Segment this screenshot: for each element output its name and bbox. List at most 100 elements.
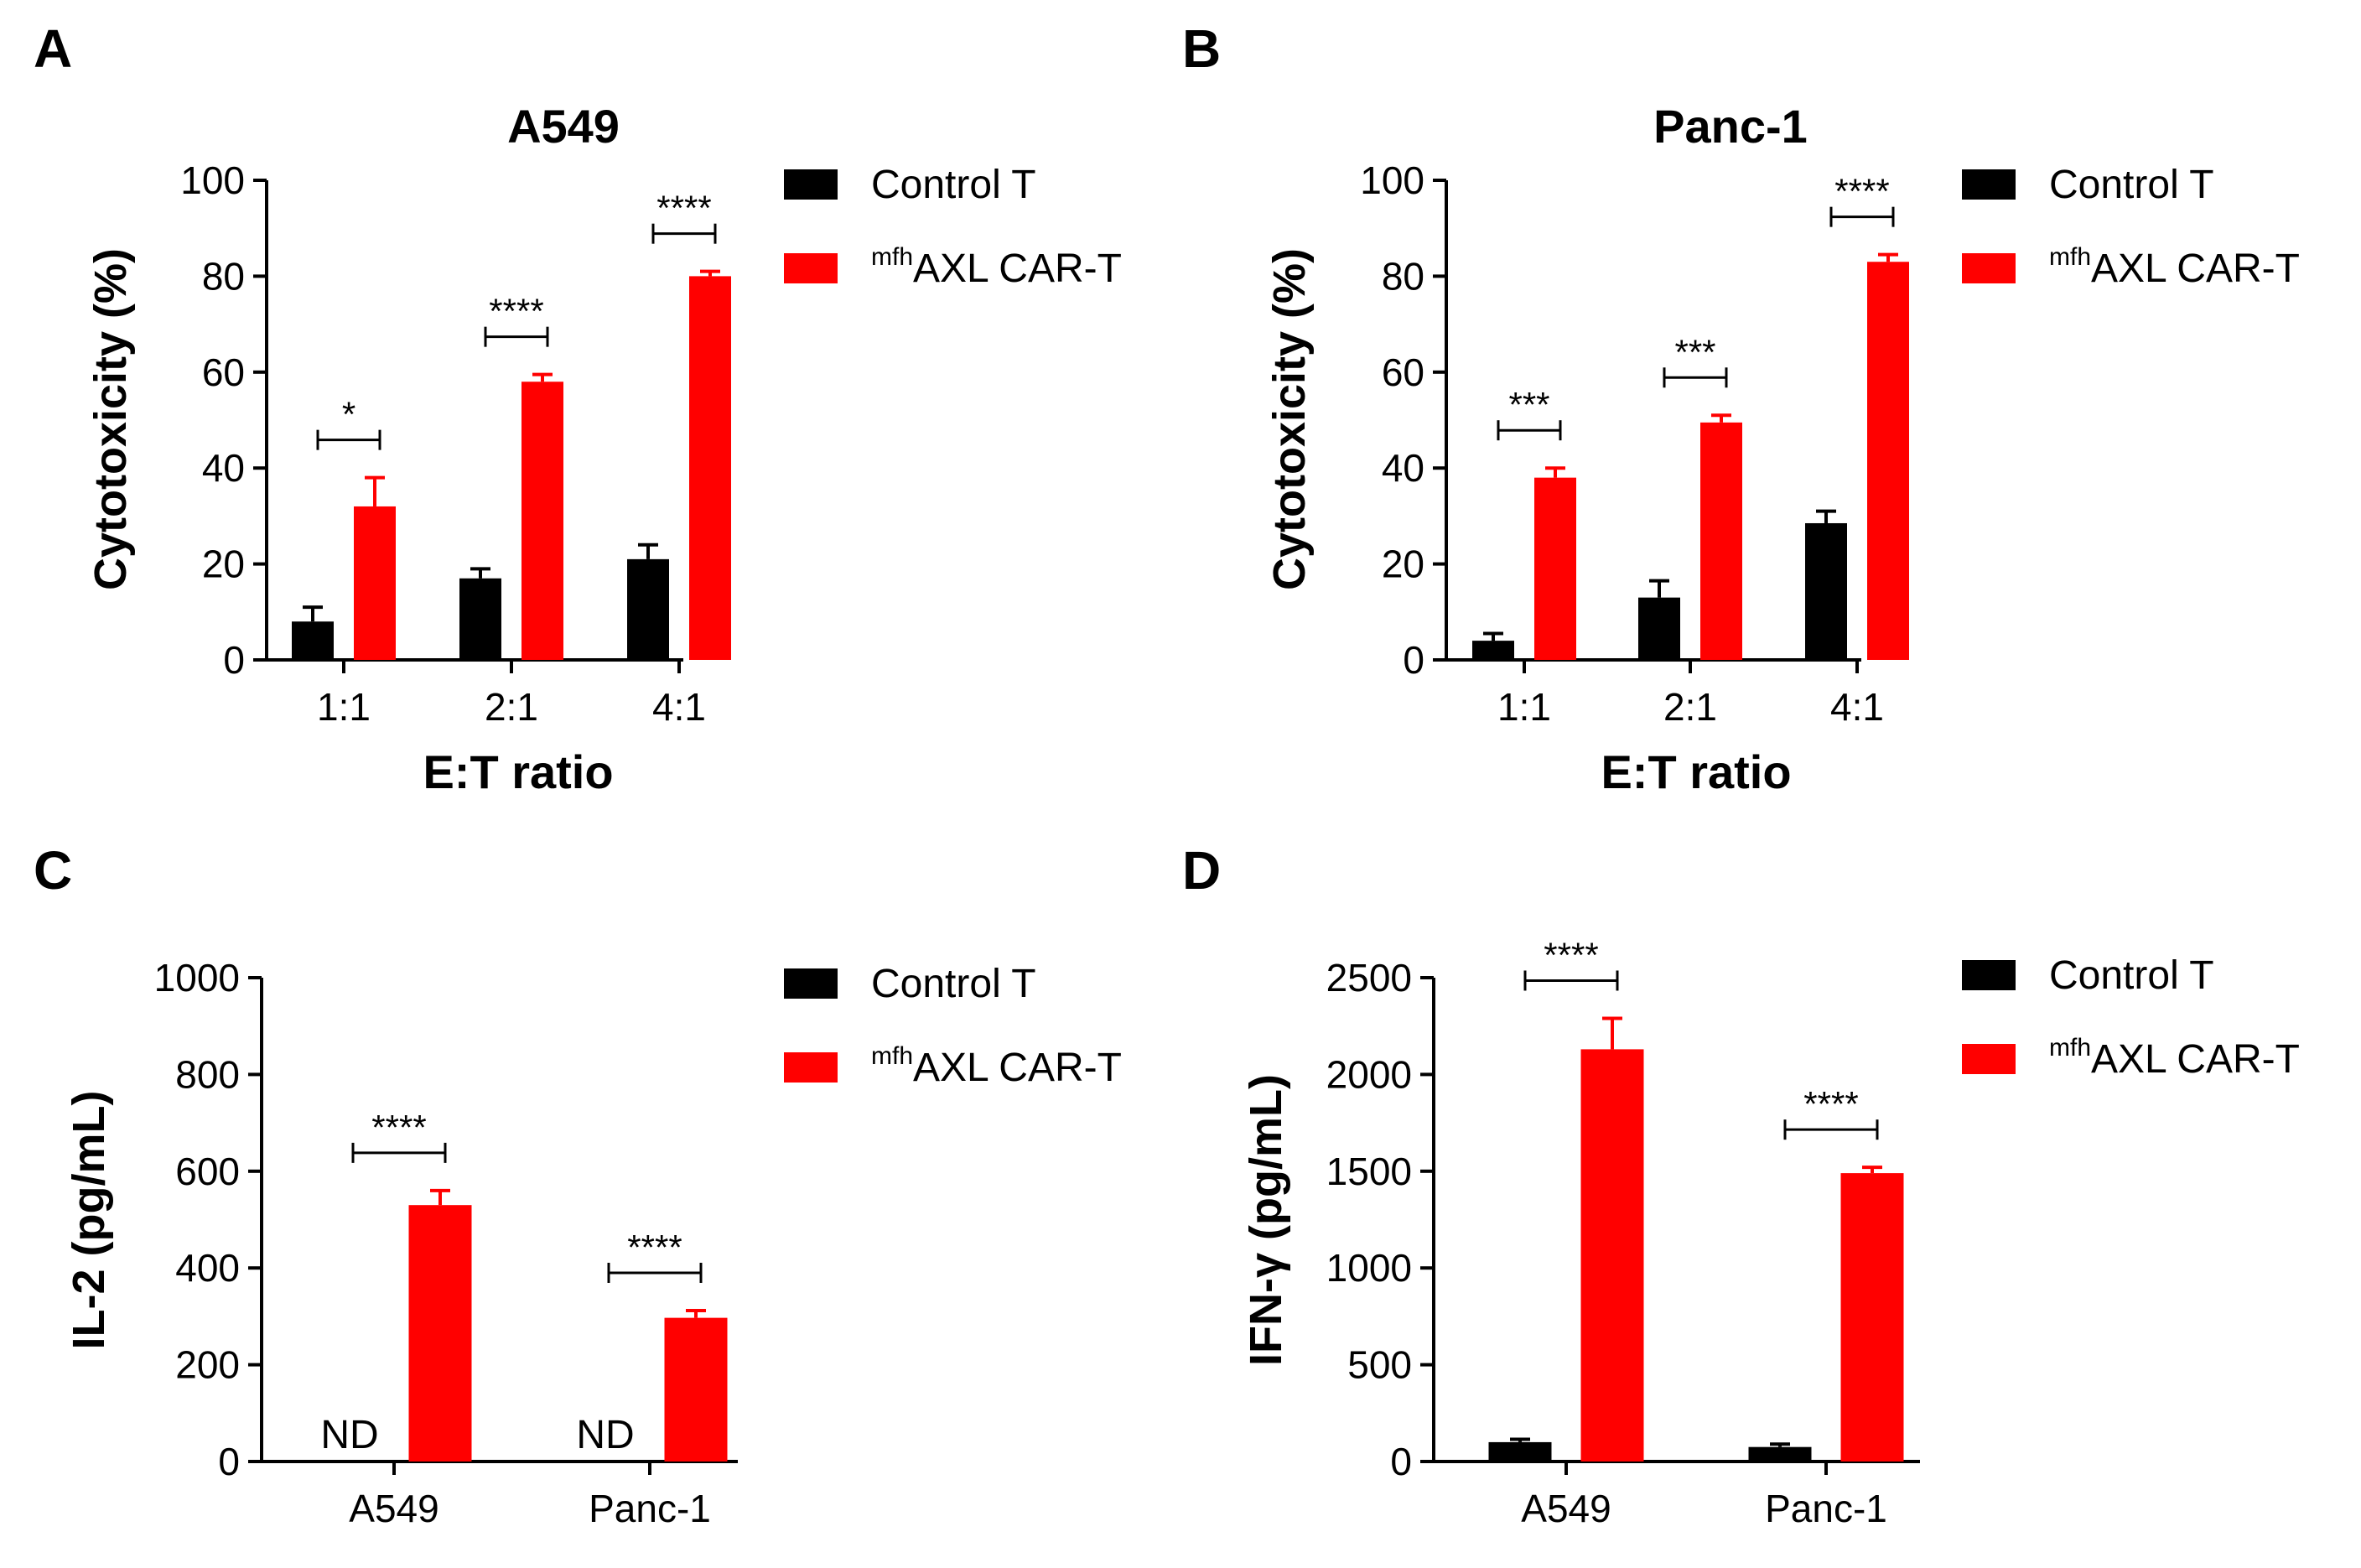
significance-stars: **** — [627, 1228, 682, 1267]
significance-stars: **** — [371, 1108, 426, 1147]
x-tick-label: Panc-1 — [1765, 1487, 1887, 1530]
bar-car-t — [689, 276, 731, 660]
y-tick-label: 0 — [1403, 638, 1424, 682]
x-tick-label: 1:1 — [1497, 685, 1551, 729]
significance-stars: **** — [1834, 172, 1889, 211]
legend-label-text: AXL CAR-T — [2091, 1037, 2300, 1082]
y-tick-label: 200 — [175, 1343, 240, 1387]
legend-label: mfhAXL CAR-T — [2049, 1034, 2300, 1082]
x-tick-label: 4:1 — [1830, 685, 1884, 729]
x-axis-label: E:T ratio — [423, 745, 613, 798]
y-tick-label: 80 — [202, 254, 245, 298]
not-detected-label: ND — [576, 1413, 634, 1457]
legend-swatch — [784, 253, 838, 283]
significance-stars: *** — [1674, 332, 1715, 371]
legend-swatch — [784, 169, 838, 200]
bar-control-t — [459, 578, 501, 660]
significance-stars: **** — [1803, 1084, 1858, 1124]
bar-car-t — [1700, 422, 1742, 660]
y-tick-label: 100 — [1360, 158, 1424, 202]
y-axis-label: Cytotoxicity (%) — [86, 248, 136, 590]
legend-label-superscript: mfh — [871, 243, 913, 271]
x-tick-label: 4:1 — [652, 685, 706, 729]
y-tick-label: 20 — [1382, 543, 1424, 586]
legend-label-superscript: mfh — [871, 1042, 913, 1070]
y-axis-label: Cytotoxicity (%) — [1264, 248, 1315, 590]
y-tick-label: 1500 — [1326, 1150, 1412, 1193]
legend-label: Control T — [2049, 953, 2214, 998]
y-axis-label: IL-2 (pg/mL) — [64, 1091, 114, 1350]
panel-c: C 0 200 400 600 800 1000 IL-2 (pg/mL) A549 ND ****… — [34, 840, 1122, 1530]
legend-label-superscript: mfh — [2049, 243, 2091, 271]
y-tick-label: 600 — [175, 1150, 240, 1193]
bar-car-t — [354, 506, 396, 660]
y-tick-label: 2000 — [1326, 1052, 1412, 1096]
significance-stars: * — [342, 395, 355, 434]
bar-control-t — [1805, 522, 1847, 660]
legend-label: Control T — [871, 163, 1036, 207]
legend-swatch — [1962, 253, 2016, 283]
bar-control-t — [1472, 641, 1514, 660]
y-tick-label: 20 — [202, 543, 245, 586]
y-tick-label: 80 — [1382, 254, 1424, 298]
bar-car-t — [408, 1205, 472, 1462]
x-axis-label: E:T ratio — [1601, 745, 1791, 798]
significance-stars: *** — [1508, 385, 1549, 424]
x-tick-label: A549 — [349, 1487, 438, 1530]
y-tick-label: 40 — [202, 446, 245, 490]
y-axis-label: IFN-γ (pg/mL) — [1241, 1074, 1291, 1366]
panel-label: D — [1182, 840, 1221, 901]
chart-title: Panc-1 — [1653, 100, 1808, 153]
bar-car-t — [1580, 1049, 1644, 1462]
bar-car-t — [1534, 477, 1576, 660]
legend-label-text: AXL CAR-T — [2091, 247, 2300, 291]
bar-control-t — [292, 621, 334, 660]
y-tick-label: 60 — [1382, 350, 1424, 394]
bar-car-t — [664, 1317, 728, 1462]
bar-control-t — [1748, 1446, 1812, 1462]
bar-car-t — [521, 382, 563, 660]
y-tick-label: 0 — [218, 1440, 240, 1483]
x-tick-label: 1:1 — [317, 685, 371, 729]
legend-swatch — [1962, 169, 2016, 200]
panel-a: A A549 0 20 40 60 80 100 Cytotoxicity (%) E:T rat… — [34, 18, 1122, 798]
y-tick-label: 40 — [1382, 446, 1424, 490]
bar-control-t — [627, 558, 669, 660]
significance-stars: **** — [656, 189, 711, 228]
y-tick-label: 1000 — [1326, 1246, 1412, 1290]
x-tick-label: 2:1 — [485, 685, 538, 729]
bar-car-t — [1840, 1173, 1904, 1462]
chart-title: A549 — [507, 100, 620, 153]
x-tick-label: 2:1 — [1663, 685, 1717, 729]
legend-label: mfhAXL CAR-T — [2049, 243, 2300, 291]
y-tick-label: 100 — [180, 158, 245, 202]
significance-stars: **** — [1544, 935, 1598, 974]
bar-control-t — [1488, 1441, 1552, 1462]
y-tick-label: 800 — [175, 1052, 240, 1096]
panel-label: A — [34, 18, 72, 79]
bar-control-t — [1638, 597, 1680, 660]
legend-swatch — [784, 1052, 838, 1083]
y-tick-label: 0 — [223, 638, 245, 682]
legend-label: mfhAXL CAR-T — [871, 243, 1122, 291]
panel-label: C — [34, 840, 72, 901]
y-tick-label: 0 — [1390, 1440, 1412, 1483]
panel-d: D 0 500 1000 1500 2000 2500 IFN-γ (pg/mL) A549 **… — [1182, 840, 2300, 1530]
panel-b: B Panc-1 0 20 40 60 80 100 Cytotoxicity (%) E:T r… — [1182, 18, 2300, 798]
y-tick-label: 60 — [202, 350, 245, 394]
y-tick-label: 1000 — [154, 956, 240, 999]
legend-swatch — [784, 968, 838, 999]
x-tick-label: Panc-1 — [589, 1487, 711, 1530]
legend-label: mfhAXL CAR-T — [871, 1042, 1122, 1090]
bar-car-t — [1867, 262, 1909, 660]
significance-stars: **** — [489, 292, 543, 331]
not-detected-label: ND — [320, 1413, 378, 1457]
legend-swatch — [1962, 960, 2016, 990]
legend-label: Control T — [871, 962, 1036, 1006]
y-tick-label: 400 — [175, 1246, 240, 1290]
panel-label: B — [1182, 18, 1221, 79]
legend-label: Control T — [2049, 163, 2214, 207]
y-tick-label: 2500 — [1326, 956, 1412, 999]
x-tick-label: A549 — [1521, 1487, 1611, 1530]
